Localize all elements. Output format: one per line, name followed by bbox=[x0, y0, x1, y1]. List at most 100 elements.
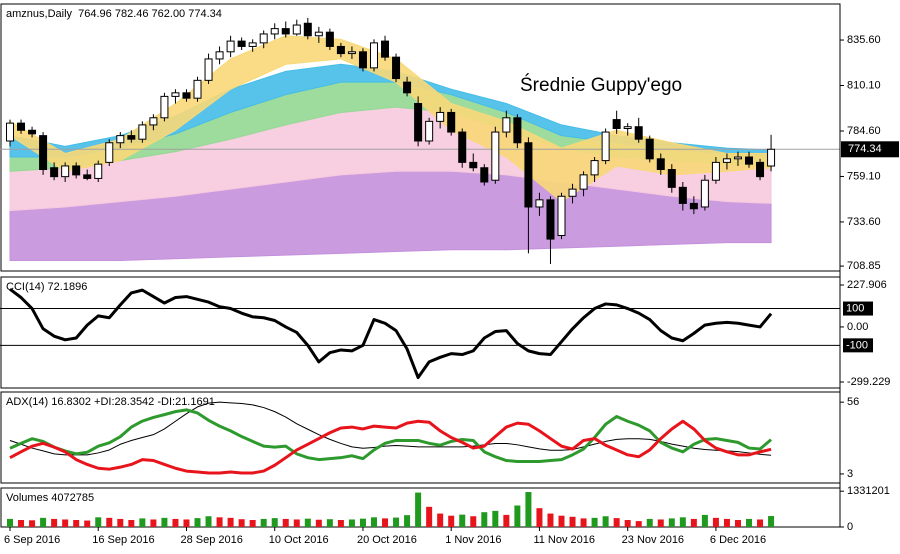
candle-body bbox=[381, 40, 390, 58]
candle-body bbox=[403, 81, 412, 94]
candle-body bbox=[535, 199, 544, 208]
volume-bar bbox=[514, 505, 521, 527]
candle-body bbox=[303, 22, 312, 37]
volume-bar bbox=[701, 514, 708, 527]
level-label: 100 bbox=[846, 302, 864, 314]
y-tick-label: 1331201 bbox=[847, 485, 890, 497]
volume-bar bbox=[646, 518, 653, 527]
candle-body bbox=[645, 138, 654, 160]
volume-bar bbox=[293, 519, 300, 527]
volume-bar bbox=[734, 520, 741, 527]
volume-bar bbox=[304, 518, 311, 527]
candle-body bbox=[28, 129, 37, 135]
volume-bar bbox=[723, 518, 730, 527]
candle-body bbox=[392, 56, 401, 80]
volume-bar bbox=[172, 518, 179, 527]
x-tick-label: 6 Sep 2016 bbox=[4, 534, 60, 546]
volume-bar bbox=[238, 519, 245, 527]
last-price-label: 774.34 bbox=[848, 143, 882, 155]
candle-body bbox=[94, 163, 103, 179]
candle-body bbox=[436, 111, 445, 122]
panel-title: ADX(14) 16.8302 +DI:28.3542 -DI:21.1691 bbox=[6, 396, 215, 408]
y-tick-label: 56 bbox=[847, 396, 859, 408]
candle-body bbox=[237, 40, 246, 47]
candle-body bbox=[700, 179, 709, 208]
volume-bar bbox=[106, 517, 113, 527]
volume-bar bbox=[459, 514, 466, 527]
volume-bar bbox=[128, 520, 135, 527]
volume-bar bbox=[668, 518, 675, 527]
volume-bar bbox=[768, 516, 775, 527]
volume-bar bbox=[580, 518, 587, 527]
volume-bar bbox=[426, 506, 433, 527]
x-tick-label: 23 Nov 2016 bbox=[622, 534, 684, 546]
volume-bar bbox=[326, 519, 333, 527]
candle-body bbox=[50, 167, 59, 178]
volume-bar bbox=[415, 492, 422, 527]
y-tick-label: 810.10 bbox=[847, 79, 881, 91]
volume-bar bbox=[249, 520, 256, 527]
volume-bar bbox=[470, 516, 477, 527]
candle-body bbox=[711, 161, 720, 181]
y-tick-label: 759.10 bbox=[847, 170, 881, 182]
level-box bbox=[843, 301, 873, 316]
candle-body bbox=[347, 51, 356, 55]
candle-body bbox=[259, 33, 268, 44]
volume-bar bbox=[746, 518, 753, 527]
candle-body bbox=[325, 31, 334, 47]
panel-frame bbox=[0, 276, 841, 389]
candle-body bbox=[314, 31, 323, 37]
x-tick-label: 11 Nov 2016 bbox=[533, 534, 595, 546]
panel-title: CCI(14) 72.1896 bbox=[6, 281, 87, 293]
candle-body bbox=[458, 131, 467, 163]
volume-bar bbox=[139, 518, 146, 527]
volume-bar bbox=[635, 521, 642, 527]
candle-body bbox=[491, 131, 500, 181]
candle-body bbox=[601, 131, 610, 162]
volume-bar bbox=[282, 518, 289, 527]
volume-bar bbox=[51, 518, 58, 527]
x-tick-label: 6 Dec 2016 bbox=[710, 534, 766, 546]
y-tick-label: 3 bbox=[847, 468, 853, 480]
volume-bar bbox=[150, 519, 157, 527]
volume-bar bbox=[359, 518, 366, 527]
volume-bar bbox=[370, 517, 377, 527]
volume-bar bbox=[337, 520, 344, 527]
candle-body bbox=[182, 92, 191, 99]
volume-bar bbox=[437, 513, 444, 527]
y-tick-label: 0.00 bbox=[847, 321, 868, 333]
y-tick-label: 227.906 bbox=[847, 279, 887, 291]
volume-bar bbox=[591, 517, 598, 527]
volume-bar bbox=[205, 516, 212, 527]
candle-body bbox=[281, 28, 290, 35]
indicator-line bbox=[9, 408, 773, 463]
indicator-line bbox=[9, 288, 773, 380]
candle-body bbox=[722, 158, 731, 163]
volume-bar bbox=[657, 519, 664, 527]
volume-bar bbox=[194, 518, 201, 527]
panel-title: Volumes 4072785 bbox=[6, 492, 94, 504]
volume-bar bbox=[7, 518, 13, 527]
y-tick-label: 0 bbox=[847, 521, 853, 533]
volume-bar bbox=[547, 513, 554, 527]
y-tick-label: 708.85 bbox=[847, 260, 881, 272]
volume-bar bbox=[448, 515, 455, 527]
indicator-line bbox=[9, 401, 772, 456]
candle-body bbox=[568, 188, 577, 197]
candle-body bbox=[557, 195, 566, 237]
volume-bar bbox=[613, 518, 620, 527]
candle-body bbox=[678, 186, 687, 204]
volume-bar bbox=[536, 508, 543, 527]
volume-bar bbox=[757, 519, 764, 527]
y-tick-label: 835.60 bbox=[847, 34, 881, 46]
volume-bar bbox=[84, 520, 91, 527]
candle-body bbox=[667, 169, 676, 188]
candle-body bbox=[358, 51, 367, 69]
volume-bar bbox=[569, 516, 576, 527]
volume-bar bbox=[183, 519, 190, 527]
candle-body bbox=[39, 135, 48, 171]
candle-body bbox=[17, 122, 26, 131]
candle-body bbox=[745, 156, 754, 165]
volume-bar bbox=[260, 518, 267, 527]
